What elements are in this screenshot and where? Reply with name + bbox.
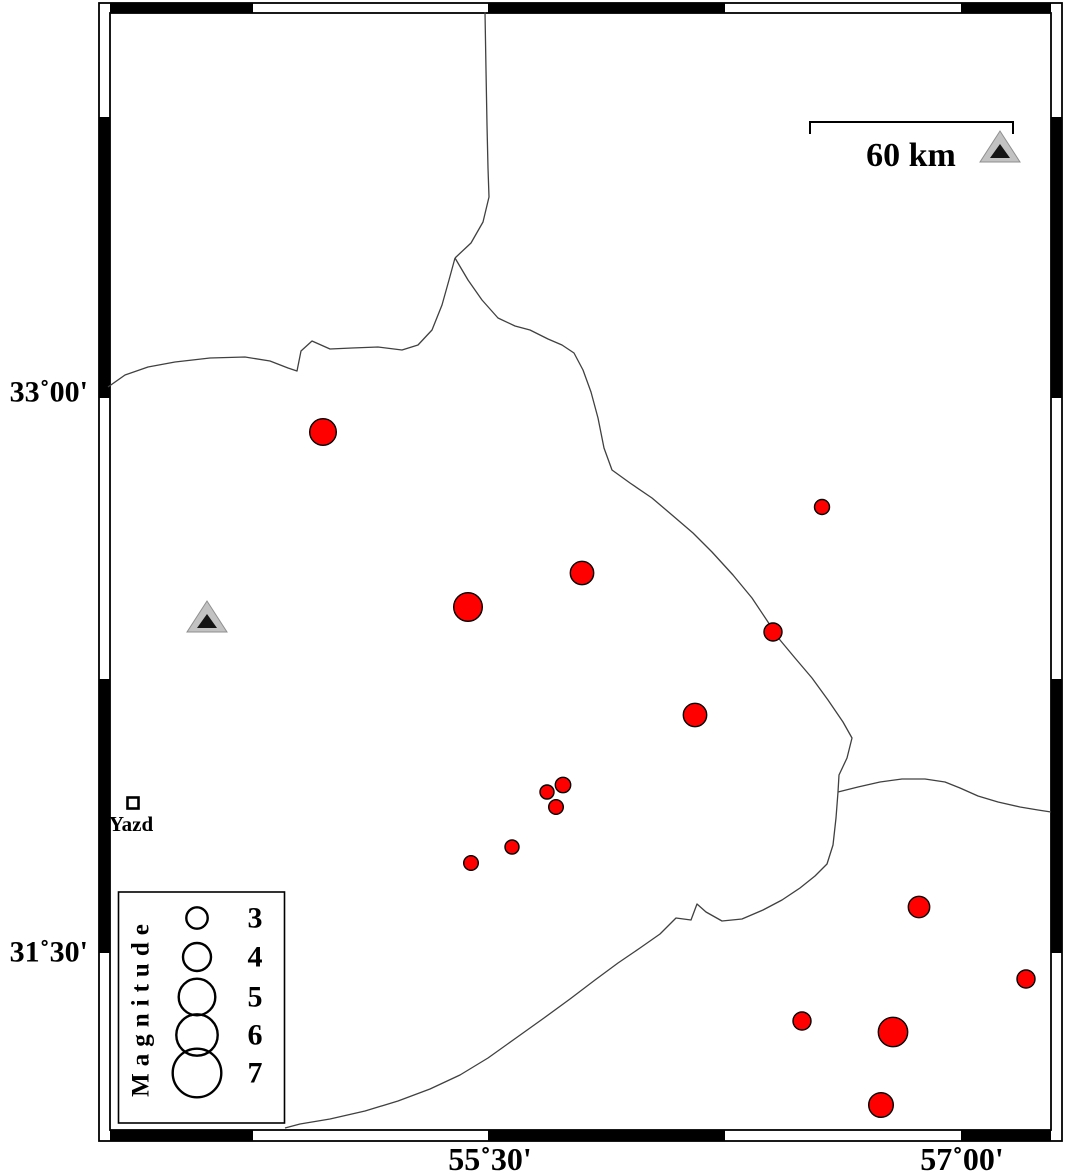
station-triangle-core [197, 614, 217, 628]
earthquake-marker [554, 776, 572, 794]
earthquake-marker [682, 702, 708, 728]
earthquake-marker [1016, 969, 1036, 989]
earthquake-marker [463, 855, 480, 872]
map-geometry-layer: 3 4 5 6 7 [98, 2, 1063, 1142]
frame-segment-bottom [488, 1130, 725, 1141]
earthquake-marker [877, 1016, 909, 1048]
frame-outer-line [98, 2, 1063, 1142]
legend-magnitude-value: 7 [248, 1057, 263, 1090]
province-boundary-line [454, 11, 490, 259]
scale-bar-label: 60 km [866, 137, 956, 174]
frame-segment-bottom [961, 1130, 1051, 1141]
frame-inner-line [109, 12, 1052, 1131]
station-triangle-core [990, 144, 1010, 158]
province-boundary-line [284, 791, 839, 1129]
earthquake-marker [548, 799, 565, 816]
city-marker-yazd [126, 796, 140, 810]
province-boundary-line [107, 257, 456, 388]
frame-segment-bottom [110, 1130, 253, 1141]
frame-segment-right [1051, 117, 1062, 398]
frame-segment-left [99, 679, 110, 953]
legend-magnitude-circle [185, 906, 209, 930]
legend-magnitude-value: 4 [248, 941, 263, 974]
earthquake-marker [569, 560, 595, 586]
legend-magnitude-circle [175, 1013, 219, 1057]
earthquake-marker [539, 784, 555, 800]
earthquake-marker [792, 1011, 812, 1031]
frame-segment-right [1051, 679, 1062, 953]
longitude-label-55-30: 55˚30' [448, 1141, 532, 1175]
legend-magnitude-value: 5 [248, 981, 263, 1014]
province-boundary-line [837, 778, 1052, 813]
frame-segment-top [110, 3, 253, 13]
province-boundary-line [454, 257, 853, 793]
earthquake-marker [907, 895, 931, 919]
earthquake-marker [309, 418, 338, 447]
earthquake-marker [763, 622, 783, 642]
city-label-yazd: Yazd [109, 812, 154, 836]
legend-magnitude-circle [171, 1047, 223, 1099]
frame-segment-top [961, 3, 1051, 13]
legend-magnitude-value: 6 [248, 1019, 263, 1052]
legend-box [117, 891, 286, 1124]
frame-segment-top [488, 3, 725, 13]
earthquake-marker [504, 839, 520, 855]
legend-magnitude-circle [181, 941, 213, 973]
scale-bar [809, 121, 1014, 134]
earthquake-marker [453, 592, 484, 623]
latitude-label-33: 33˚00' [10, 376, 88, 409]
legend-title: Magnitude [128, 917, 155, 1097]
legend-magnitude-value: 3 [248, 902, 263, 935]
longitude-label-57-00: 57˚00' [920, 1141, 1004, 1175]
frame-segment-left [99, 117, 110, 398]
earthquake-marker [813, 498, 831, 516]
latitude-label-31-30: 31˚30' [10, 936, 88, 969]
earthquake-marker [868, 1091, 895, 1118]
